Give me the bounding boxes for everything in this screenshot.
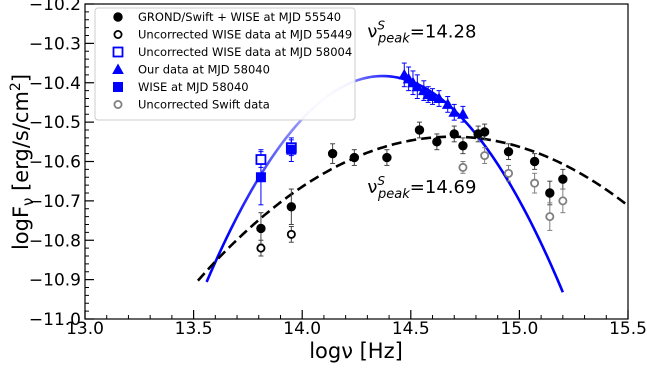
legend-marker <box>113 29 123 39</box>
data-point <box>529 156 540 167</box>
x-axis-label: logν [Hz] <box>309 339 403 363</box>
data-point <box>530 178 540 188</box>
data-point <box>286 229 296 239</box>
data-point <box>545 212 555 222</box>
legend-marker <box>112 63 124 74</box>
data-point <box>382 152 392 163</box>
data-point <box>503 146 514 157</box>
blue-fit-curve <box>205 74 565 293</box>
data-point <box>411 80 424 92</box>
axis-ticks: 13.0 13.5 14.0 14.5 15.0 15.5 −11.0 −10.9 −10.8 −… <box>29 0 647 339</box>
data-point <box>433 92 445 103</box>
data-point <box>349 152 360 163</box>
data-point <box>458 141 468 151</box>
y-tick-label: −10.4 <box>29 74 81 94</box>
y-tick-label: −10.2 <box>29 0 81 15</box>
x-tick-label: 14.5 <box>392 319 430 339</box>
data-point <box>414 125 425 135</box>
data-point <box>255 154 267 165</box>
legend-marker <box>113 100 123 110</box>
y-axis-label: logFν [erg/s/cm2] <box>8 74 37 250</box>
data-point <box>458 162 468 172</box>
data-point <box>457 108 469 119</box>
data-point <box>448 106 461 117</box>
x-tick-label: 13.5 <box>175 319 213 339</box>
data-points <box>255 68 568 253</box>
legend-marker <box>113 12 123 22</box>
y-tick-label: −10.6 <box>29 153 81 173</box>
peak-annotation: νS peak=14.28 <box>367 18 476 46</box>
data-point <box>449 129 459 139</box>
data-point <box>256 223 266 234</box>
data-point <box>545 188 555 198</box>
legend-entry: Uncorrected WISE data at MJD 55449 <box>138 28 352 42</box>
black-fit-curve <box>196 135 628 282</box>
legend-entry: GROND/Swift + WISE at MJD 55540 <box>138 10 341 24</box>
data-point <box>286 202 297 212</box>
x-tick-label: 15.5 <box>609 319 647 339</box>
legend-entry: Uncorrected Swift data <box>138 98 270 112</box>
x-tick-label: 15.0 <box>500 319 538 339</box>
y-tick-label: −10.5 <box>29 113 81 133</box>
y-tick-label: −11.0 <box>29 310 81 330</box>
data-point <box>558 174 568 184</box>
peak-annotation: νS peak=14.69 <box>367 174 476 202</box>
data-point <box>480 151 490 161</box>
legend-box <box>94 7 356 121</box>
data-point <box>327 148 338 159</box>
y-tick-label: −10.8 <box>29 231 81 251</box>
data-point <box>479 127 490 137</box>
y-tick-label: −10.9 <box>29 271 81 291</box>
y-tick-label: −10.7 <box>29 192 81 212</box>
fit-curves <box>196 74 628 293</box>
data-point <box>432 137 442 147</box>
legend-marker <box>112 46 124 58</box>
legend-entry: WISE at MJD 58040 <box>138 80 249 94</box>
data-point <box>441 98 454 109</box>
peak-annotations: νS peak=14.28 νS peak=14.69 <box>367 18 476 202</box>
legend-marker <box>113 82 123 92</box>
data-point <box>558 196 568 206</box>
y-tick-label: −10.3 <box>29 34 81 54</box>
legend-entry: Our data at MJD 58040 <box>138 63 270 77</box>
data-point <box>504 168 514 178</box>
legend: GROND/Swift + WISE at MJD 55540 Uncorrect… <box>94 7 356 121</box>
data-point <box>256 243 266 253</box>
legend-entry: Uncorrected WISE data at MJD 58004 <box>138 45 352 59</box>
x-tick-label: 14.0 <box>283 319 321 339</box>
data-point <box>426 90 439 102</box>
x-tick-label: 13.0 <box>66 319 104 339</box>
data-point <box>255 172 266 183</box>
data-point <box>286 144 297 155</box>
